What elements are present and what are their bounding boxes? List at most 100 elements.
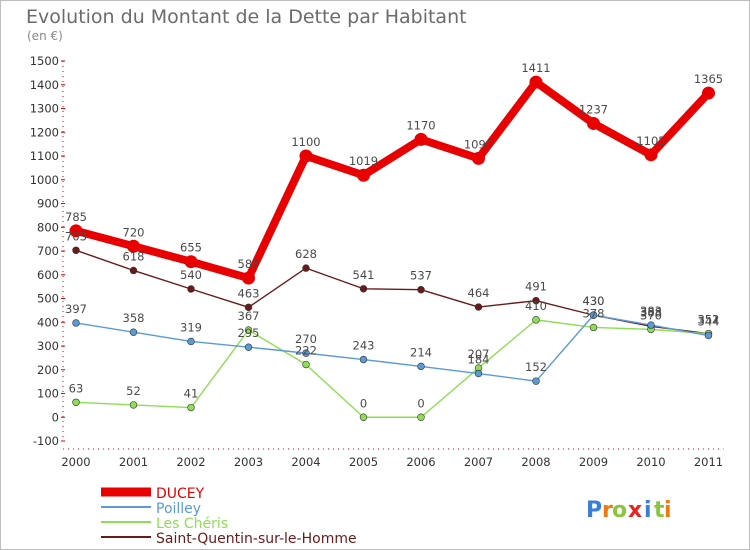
data-point [417,286,425,294]
data-point [129,266,138,275]
data-label: 1237 [579,102,608,116]
y-tick-label: 1300 [30,102,59,116]
data-label: 1411 [521,61,550,75]
data-label: 586 [238,257,260,271]
x-tick-label: 2009 [579,455,608,469]
y-tick-label: 900 [37,197,59,211]
x-tick-label: 2007 [464,455,493,469]
data-point [532,296,540,305]
x-tick-label: 2011 [694,455,723,469]
y-tick-label: 300 [37,339,59,353]
x-tick-label: 2000 [61,455,90,469]
series-line [75,314,710,382]
legend-item: DUCEY [156,486,205,502]
y-tick-label: 1200 [30,125,59,139]
x-tick-label: 2004 [291,455,320,469]
data-point [474,369,483,378]
data-point [244,326,253,334]
data-point [129,401,138,409]
data-point [129,328,138,336]
y-tick-label: 1400 [30,78,59,92]
series-line [75,249,710,335]
data-point [417,413,425,421]
data-point [302,349,310,357]
data-point [72,319,80,327]
y-tick-label: 200 [37,363,59,377]
data-point [72,398,80,406]
data-point [587,116,600,130]
data-label: 0 [417,396,424,410]
data-point [647,321,655,329]
data-point [299,149,313,163]
y-tick-label: 800 [37,220,59,234]
data-point [414,132,428,146]
y-tick-label: -100 [33,434,59,448]
data-point [127,239,140,253]
y-tick-label: 400 [37,315,59,329]
y-tick-label: 1000 [30,173,59,187]
data-point [474,303,483,311]
x-tick-label: 2001 [119,455,148,469]
data-label: 152 [525,360,547,374]
data-point [187,285,195,293]
data-label: 378 [583,306,605,320]
data-label: 1365 [694,72,723,86]
logo-letter: i [664,498,672,523]
data-label: 628 [295,247,317,261]
data-label: 1170 [406,118,435,132]
data-point [187,337,195,346]
data-point [532,316,540,324]
data-label: 491 [525,280,547,294]
data-label: 1100 [291,135,320,149]
logo-letter: i [644,498,652,523]
data-label: 63 [69,381,84,395]
data-point [184,255,198,269]
data-label: 430 [583,294,605,308]
data-point [472,151,485,165]
data-label: 0 [360,396,367,410]
data-label: 410 [525,299,547,313]
legend-item: Les Chéris [156,516,228,532]
y-tick-label: 700 [37,244,59,258]
y-tick-label: 500 [37,292,59,306]
data-label: 41 [184,387,199,401]
data-label: 207 [468,347,490,361]
data-label: 184 [468,353,490,367]
logo-letter: x [628,498,642,523]
data-label: 351 [698,313,720,327]
data-label: 541 [353,268,375,282]
data-label: 214 [410,345,432,359]
data-point [644,148,658,162]
x-tick-label: 2002 [176,455,205,469]
data-point [302,264,310,272]
logo-letter: t [654,498,665,523]
data-point [359,285,368,293]
data-label: 352 [698,313,720,327]
y-tick-label: 600 [37,268,59,282]
data-point [244,343,253,351]
data-point [72,246,80,254]
data-point [589,323,598,332]
data-label: 319 [180,320,202,334]
data-label: 370 [640,308,662,322]
data-label: 464 [468,286,490,300]
x-tick-label: 2006 [406,455,435,469]
data-label: 540 [180,268,202,282]
x-tick-label: 2005 [349,455,378,469]
data-label: 52 [126,384,141,398]
data-labels: 703 618 540 463 628 541 537 464 491 430 388 352 63 52… [65,61,723,410]
data-label: 397 [65,302,87,316]
data-label: 295 [238,326,260,340]
data-point [702,86,715,100]
data-label: 703 [65,229,87,243]
data-label: 720 [123,225,145,239]
logo-letter: r [602,498,613,523]
data-point [302,360,310,369]
series-layer [69,75,715,421]
x-tick-label: 2008 [521,455,550,469]
data-point [529,75,543,89]
